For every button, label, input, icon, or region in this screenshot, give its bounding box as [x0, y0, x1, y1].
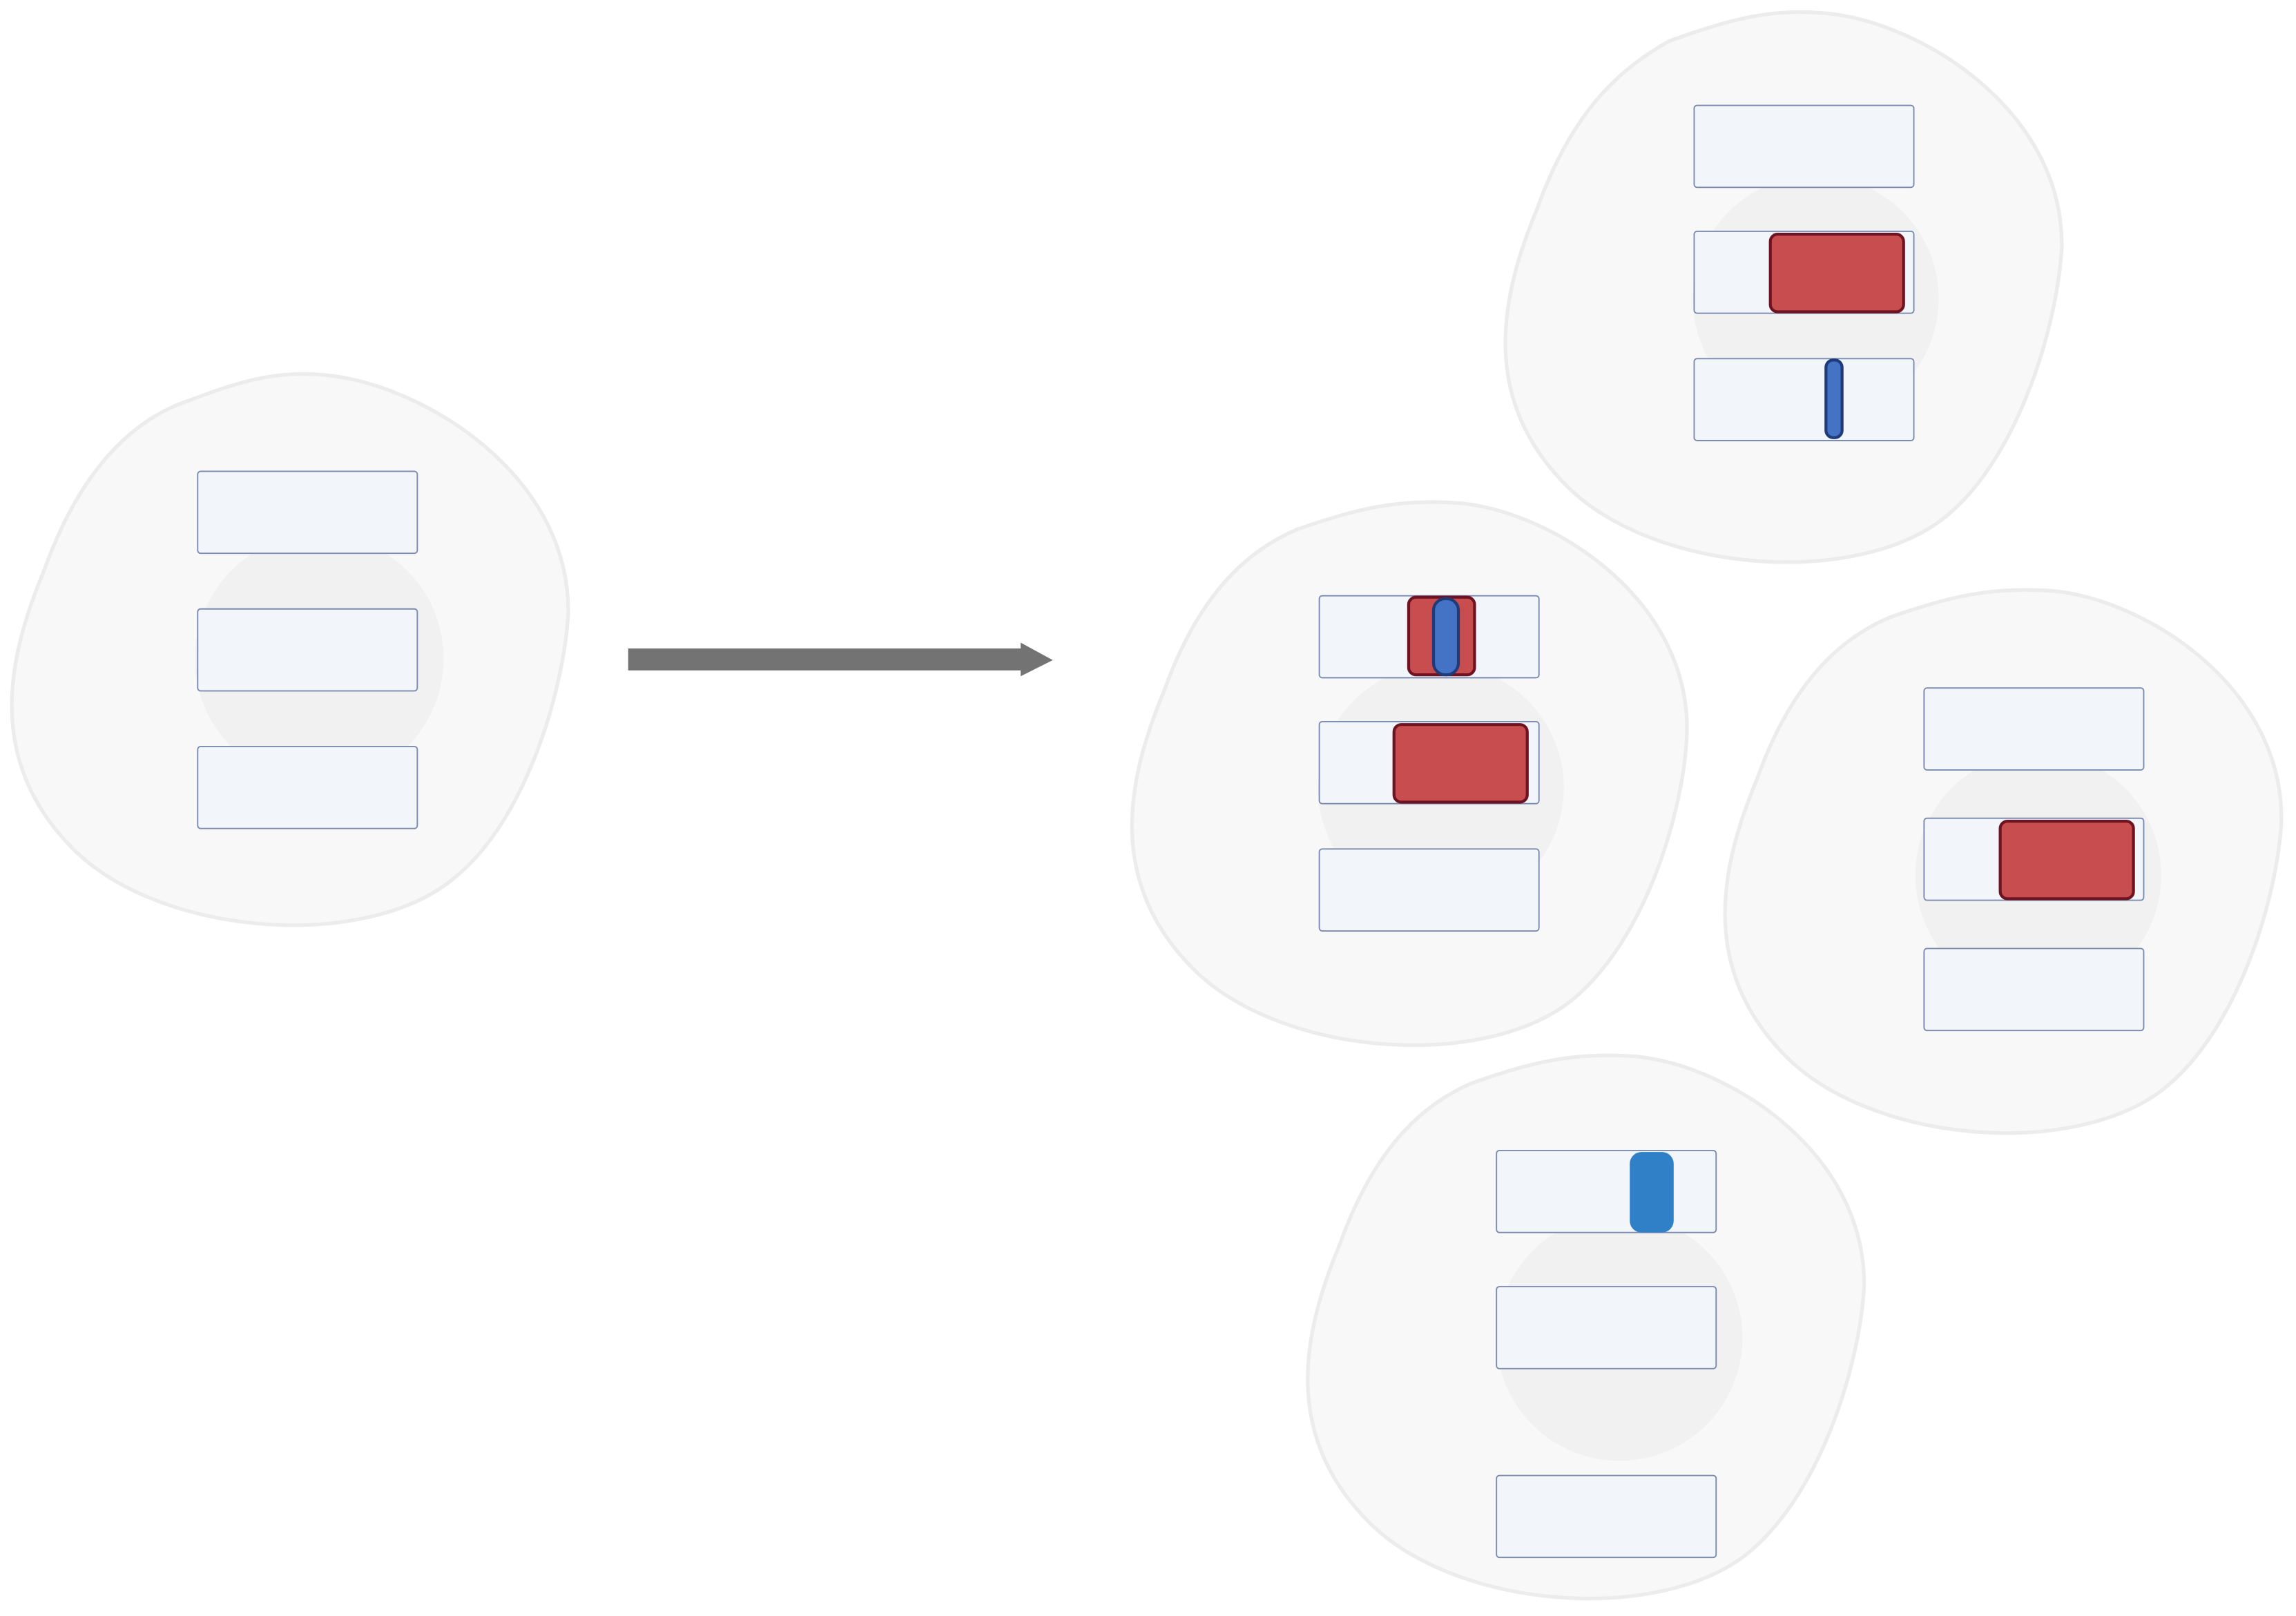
cell-top: [1503, 10, 2064, 564]
slot-3: [1496, 1474, 1717, 1559]
slot-1: [1923, 687, 2145, 771]
cell-bottom: [1306, 1053, 1866, 1601]
blue-bar: [1431, 597, 1460, 677]
cell-right: [1723, 588, 2284, 1135]
red-block: [1768, 233, 1905, 314]
arrow-right-icon: [628, 642, 1053, 677]
slot-3: [1923, 948, 2145, 1032]
red-block: [1392, 723, 1529, 804]
slot-3: [1318, 848, 1540, 932]
slot-1: [1496, 1150, 1717, 1233]
arrow-shape: [628, 642, 1053, 677]
slot-1: [1693, 104, 1915, 189]
slot-1: [197, 470, 418, 555]
slot-2: [197, 608, 418, 692]
slot-3: [197, 746, 418, 829]
red-block: [1998, 819, 2135, 901]
blue-bar: [1824, 358, 1844, 439]
blue-block: [1630, 1152, 1674, 1233]
cell-center: [1130, 500, 1689, 1048]
slot-3: [1693, 358, 1915, 441]
cell-source: [10, 372, 570, 927]
slot-2: [1496, 1286, 1717, 1369]
